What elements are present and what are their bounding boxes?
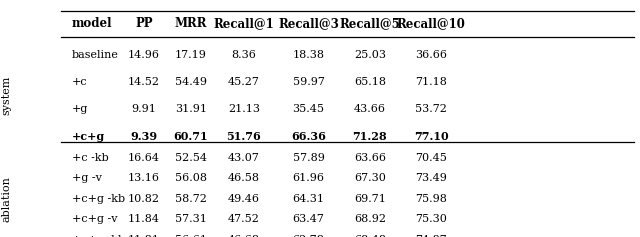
Text: 25.03: 25.03 bbox=[354, 50, 386, 59]
Text: 57.31: 57.31 bbox=[175, 214, 207, 224]
Text: 75.30: 75.30 bbox=[415, 214, 447, 224]
Text: 63.47: 63.47 bbox=[292, 214, 324, 224]
Text: 43.66: 43.66 bbox=[354, 104, 386, 114]
Text: 16.64: 16.64 bbox=[128, 153, 160, 163]
Text: 17.19: 17.19 bbox=[175, 50, 207, 59]
Text: 11.84: 11.84 bbox=[128, 214, 160, 224]
Text: 58.72: 58.72 bbox=[175, 194, 207, 204]
Text: +c+g -kb: +c+g -kb bbox=[72, 194, 125, 204]
Text: Recall@10: Recall@10 bbox=[397, 17, 466, 30]
Text: 70.45: 70.45 bbox=[415, 153, 447, 163]
Text: +c+g -kb-v: +c+g -kb-v bbox=[72, 235, 135, 237]
Text: 71.28: 71.28 bbox=[353, 131, 387, 142]
Text: 10.82: 10.82 bbox=[128, 194, 160, 204]
Text: 67.30: 67.30 bbox=[354, 173, 386, 183]
Text: 53.72: 53.72 bbox=[415, 104, 447, 114]
Text: 68.48: 68.48 bbox=[354, 235, 386, 237]
Text: 57.89: 57.89 bbox=[292, 153, 324, 163]
Text: +c: +c bbox=[72, 77, 87, 87]
Text: 73.49: 73.49 bbox=[415, 173, 447, 183]
Text: 36.66: 36.66 bbox=[415, 50, 447, 59]
Text: 46.68: 46.68 bbox=[228, 235, 260, 237]
Text: 18.38: 18.38 bbox=[292, 50, 324, 59]
Text: +g: +g bbox=[72, 104, 88, 114]
Text: Recall@1: Recall@1 bbox=[214, 17, 274, 30]
Text: 69.71: 69.71 bbox=[354, 194, 386, 204]
Text: 35.45: 35.45 bbox=[292, 104, 324, 114]
Text: 63.66: 63.66 bbox=[354, 153, 386, 163]
Text: 71.18: 71.18 bbox=[415, 77, 447, 87]
Text: model: model bbox=[72, 17, 112, 30]
Text: 21.13: 21.13 bbox=[228, 104, 260, 114]
Text: ablation: ablation bbox=[1, 176, 12, 222]
Text: 14.96: 14.96 bbox=[128, 50, 160, 59]
Text: 65.18: 65.18 bbox=[354, 77, 386, 87]
Text: system: system bbox=[1, 76, 12, 115]
Text: 75.98: 75.98 bbox=[415, 194, 447, 204]
Text: Recall@3: Recall@3 bbox=[278, 17, 339, 30]
Text: +c -kb: +c -kb bbox=[72, 153, 108, 163]
Text: +c+g -v: +c+g -v bbox=[72, 214, 117, 224]
Text: 47.52: 47.52 bbox=[228, 214, 260, 224]
Text: 9.91: 9.91 bbox=[132, 104, 156, 114]
Text: +g -v: +g -v bbox=[72, 173, 102, 183]
Text: 11.81: 11.81 bbox=[128, 235, 160, 237]
Text: 62.78: 62.78 bbox=[292, 235, 324, 237]
Text: 59.97: 59.97 bbox=[292, 77, 324, 87]
Text: 77.10: 77.10 bbox=[414, 131, 449, 142]
Text: baseline: baseline bbox=[72, 50, 118, 59]
Text: MRR: MRR bbox=[175, 17, 207, 30]
Text: 52.54: 52.54 bbox=[175, 153, 207, 163]
Text: 51.76: 51.76 bbox=[227, 131, 261, 142]
Text: 68.92: 68.92 bbox=[354, 214, 386, 224]
Text: 45.27: 45.27 bbox=[228, 77, 260, 87]
Text: 14.52: 14.52 bbox=[128, 77, 160, 87]
Text: 8.36: 8.36 bbox=[232, 50, 256, 59]
Text: 49.46: 49.46 bbox=[228, 194, 260, 204]
Text: 54.49: 54.49 bbox=[175, 77, 207, 87]
Text: 64.31: 64.31 bbox=[292, 194, 324, 204]
Text: 13.16: 13.16 bbox=[128, 173, 160, 183]
Text: Recall@5: Recall@5 bbox=[340, 17, 400, 30]
Text: 46.58: 46.58 bbox=[228, 173, 260, 183]
Text: 31.91: 31.91 bbox=[175, 104, 207, 114]
Text: 74.87: 74.87 bbox=[415, 235, 447, 237]
Text: 56.08: 56.08 bbox=[175, 173, 207, 183]
Text: PP: PP bbox=[135, 17, 153, 30]
Text: 9.39: 9.39 bbox=[131, 131, 157, 142]
Text: +c+g: +c+g bbox=[72, 131, 105, 142]
Text: 60.71: 60.71 bbox=[173, 131, 208, 142]
Text: 43.07: 43.07 bbox=[228, 153, 260, 163]
Text: 61.96: 61.96 bbox=[292, 173, 324, 183]
Text: 66.36: 66.36 bbox=[291, 131, 326, 142]
Text: 56.61: 56.61 bbox=[175, 235, 207, 237]
